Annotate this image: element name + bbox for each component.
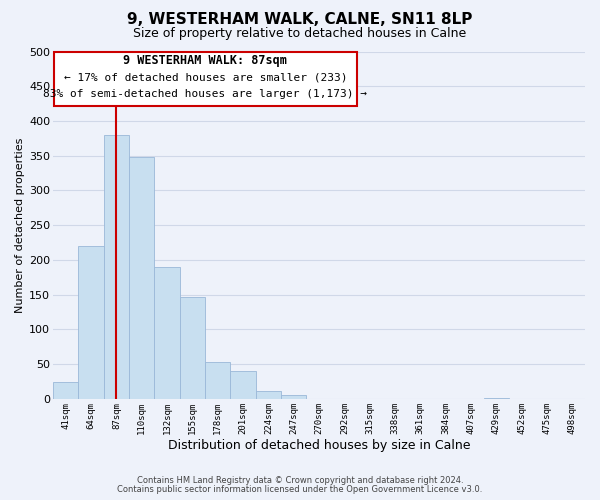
Bar (281, 394, 307, 399)
Text: 9, WESTERHAM WALK, CALNE, SN11 8LP: 9, WESTERHAM WALK, CALNE, SN11 8LP (127, 12, 473, 28)
Bar (230, 371, 256, 399)
Text: Contains HM Land Registry data © Crown copyright and database right 2024.: Contains HM Land Registry data © Crown c… (137, 476, 463, 485)
X-axis label: Distribution of detached houses by size in Calne: Distribution of detached houses by size … (168, 440, 470, 452)
Bar (180, 298, 205, 399)
Bar (129, 157, 154, 399)
Bar (154, 267, 180, 399)
Bar (53, 52, 357, 106)
Text: 83% of semi-detached houses are larger (1,173) →: 83% of semi-detached houses are larger (… (43, 89, 367, 99)
Bar (205, 362, 230, 399)
Text: ← 17% of detached houses are smaller (233): ← 17% of detached houses are smaller (23… (64, 73, 347, 83)
Bar (484, 398, 509, 399)
Bar (104, 135, 129, 399)
Y-axis label: Number of detached properties: Number of detached properties (15, 138, 25, 313)
Bar (256, 390, 281, 399)
Text: 9 WESTERHAM WALK: 87sqm: 9 WESTERHAM WALK: 87sqm (124, 54, 287, 67)
Text: Size of property relative to detached houses in Calne: Size of property relative to detached ho… (133, 28, 467, 40)
Text: Contains public sector information licensed under the Open Government Licence v3: Contains public sector information licen… (118, 485, 482, 494)
Bar (53, 382, 79, 399)
Bar (79, 246, 104, 399)
